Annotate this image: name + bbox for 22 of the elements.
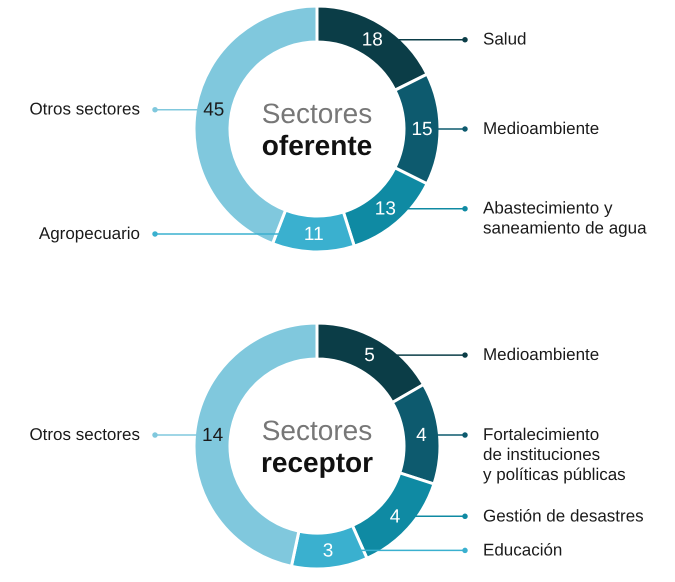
- legend-label: Educación: [483, 540, 562, 560]
- text: Sectores receptor: [260, 415, 374, 478]
- data-label: 4: [416, 425, 428, 446]
- data-label: 11: [304, 224, 324, 245]
- legend-label: Abastecimiento y saneamiento de agua: [483, 198, 648, 238]
- slice-label: Agropecuario: [38, 224, 140, 243]
- data-label: 13: [374, 198, 396, 220]
- data-label: 45: [203, 100, 224, 121]
- data-label: 5: [364, 345, 375, 366]
- legend-label: Gestión de desastres: [483, 506, 644, 526]
- legend-label: Medioambiente: [483, 119, 600, 138]
- data-label: 15: [411, 119, 433, 140]
- slice-label: Otros sectores: [29, 425, 140, 444]
- legend-label: Salud: [483, 30, 526, 49]
- legend-label: Fortalecimiento de instituciones y políticas públicas: [483, 425, 626, 484]
- data-label: 14: [202, 425, 224, 446]
- legend-label: Medioambiente: [483, 345, 600, 364]
- data-label: 4: [390, 506, 401, 528]
- data-label: 3: [322, 540, 334, 562]
- data-label: 18: [362, 30, 383, 51]
- slice-label: Otros sectores: [29, 100, 140, 119]
- text: Sectores oferente: [262, 98, 372, 161]
